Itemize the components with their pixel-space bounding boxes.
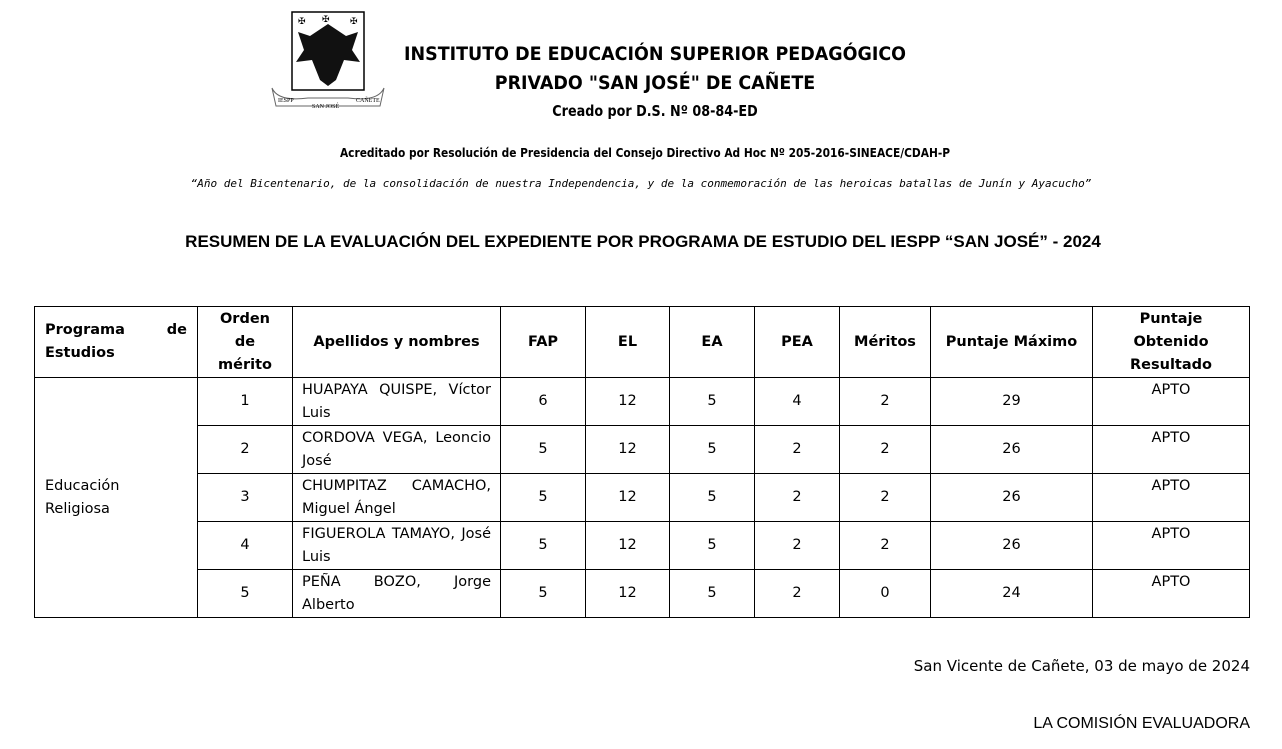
- cell-fap: 5: [500, 425, 586, 474]
- cell-ea: 5: [669, 425, 755, 474]
- cell-max: 24: [930, 569, 1093, 618]
- cell-ea: 5: [669, 569, 755, 618]
- cell-el: 12: [585, 377, 670, 426]
- cell-name: CHUMPITAZ CAMACHO, Miguel Ángel: [292, 473, 501, 522]
- cell-pea: 2: [754, 473, 840, 522]
- place-date: San Vicente de Cañete, 03 de mayo de 202…: [913, 657, 1250, 675]
- cell-pea: 2: [754, 569, 840, 618]
- decree: Creado por D.S. Nº 08-84-ED: [552, 102, 758, 120]
- cell-meritos: 2: [839, 425, 931, 474]
- svg-text:✠: ✠: [350, 16, 358, 26]
- header-result: Puntaje Obtenido Resultado: [1092, 306, 1250, 378]
- table-header-row: Programa de Estudios Orden de mérito Ape…: [34, 306, 1250, 378]
- table-row: 5 PEÑA BOZO, Jorge Alberto 5 12 5 2 0 24 APTO: [35, 569, 1250, 618]
- cell-meritos: 2: [839, 521, 931, 570]
- institute-logo: ✠ ✠ ✠ IESPP SAN JOSÉ CAÑETE: [271, 11, 385, 110]
- year-motto: “Año del Bicentenario, de la consolidaci…: [190, 177, 1092, 190]
- table-row: 3 CHUMPITAZ CAMACHO, Miguel Ángel 5 12 5 2 2 26…: [35, 473, 1250, 522]
- cell-pea: 2: [754, 521, 840, 570]
- institute-name-line2: PRIVADO "SAN JOSÉ" DE CAÑETE: [494, 72, 816, 94]
- cell-pea: 2: [754, 425, 840, 474]
- cell-el: 12: [585, 473, 670, 522]
- cell-result: APTO: [1092, 521, 1250, 570]
- header-pea: PEA: [754, 306, 840, 378]
- cell-max: 26: [930, 473, 1093, 522]
- table-row: Educación Religiosa 1 HUAPAYA QUISPE, Víct…: [34, 377, 1250, 618]
- cell-order: 5: [197, 569, 293, 618]
- cell-name: FIGUEROLA TAMAYO, José Luis: [292, 521, 501, 570]
- cell-result: APTO: [1092, 377, 1250, 426]
- signature-commission: LA COMISIÓN EVALUADORA: [1033, 715, 1250, 732]
- cell-el: 12: [585, 569, 670, 618]
- cell-fap: 6: [500, 377, 586, 426]
- table-row: 4 FIGUEROLA TAMAYO, José Luis 5 12 5 2 2 26 APTO: [35, 521, 1250, 570]
- cell-meritos: 2: [839, 473, 931, 522]
- header-el: EL: [585, 306, 670, 378]
- cell-result: APTO: [1092, 473, 1250, 522]
- cell-max: 26: [930, 521, 1093, 570]
- cell-order: 4: [197, 521, 293, 570]
- header-max: Puntaje Máximo: [930, 306, 1093, 378]
- header-order: Orden de mérito: [197, 306, 293, 378]
- cell-name: HUAPAYA QUISPE, Víctor Luis: [292, 377, 501, 426]
- cell-result: APTO: [1092, 425, 1250, 474]
- cell-pea: 4: [754, 377, 840, 426]
- cell-fap: 5: [500, 569, 586, 618]
- cell-max: 29: [930, 377, 1093, 426]
- cell-meritos: 0: [839, 569, 931, 618]
- cell-name: CORDOVA VEGA, Leoncio José: [292, 425, 501, 474]
- cell-name: PEÑA BOZO, Jorge Alberto: [292, 569, 501, 618]
- header-fap: FAP: [500, 306, 586, 378]
- svg-text:✠: ✠: [298, 16, 306, 26]
- header-program: Programa de Estudios: [34, 306, 198, 378]
- cell-order: 3: [197, 473, 293, 522]
- svg-text:CAÑETE: CAÑETE: [356, 96, 380, 104]
- cell-order: 1: [197, 377, 293, 426]
- cell-max: 26: [930, 425, 1093, 474]
- cell-ea: 5: [669, 473, 755, 522]
- cell-ea: 5: [669, 377, 755, 426]
- cell-fap: 5: [500, 521, 586, 570]
- cell-meritos: 2: [839, 377, 931, 426]
- svg-text:✠: ✠: [322, 14, 330, 24]
- cell-el: 12: [585, 521, 670, 570]
- cell-fap: 5: [500, 473, 586, 522]
- header-ea: EA: [669, 306, 755, 378]
- accreditation: Acreditado por Resolución de Presidencia…: [339, 145, 951, 160]
- cell-ea: 5: [669, 521, 755, 570]
- svg-text:IESPP: IESPP: [278, 98, 294, 104]
- cell-result: APTO: [1092, 569, 1250, 618]
- institute-name: INSTITUTO DE EDUCACIÓN SUPERIOR PEDAGÓGI…: [403, 43, 907, 65]
- header-meritos: Méritos: [839, 306, 931, 378]
- cell-program: Educación Religiosa: [34, 377, 198, 618]
- document-title: RESUMEN DE LA EVALUACIÓN DEL EXPEDIENTE …: [185, 232, 1101, 251]
- results-table: Programa de Estudios Orden de mérito Ape…: [34, 306, 1250, 618]
- cell-el: 12: [585, 425, 670, 474]
- cell-order: 2: [197, 425, 293, 474]
- header-name: Apellidos y nombres: [292, 306, 501, 378]
- table-row: 2 CORDOVA VEGA, Leoncio José 5 12 5 2 2 26 APTO: [35, 425, 1250, 474]
- svg-text:SAN JOSÉ: SAN JOSÉ: [312, 102, 340, 110]
